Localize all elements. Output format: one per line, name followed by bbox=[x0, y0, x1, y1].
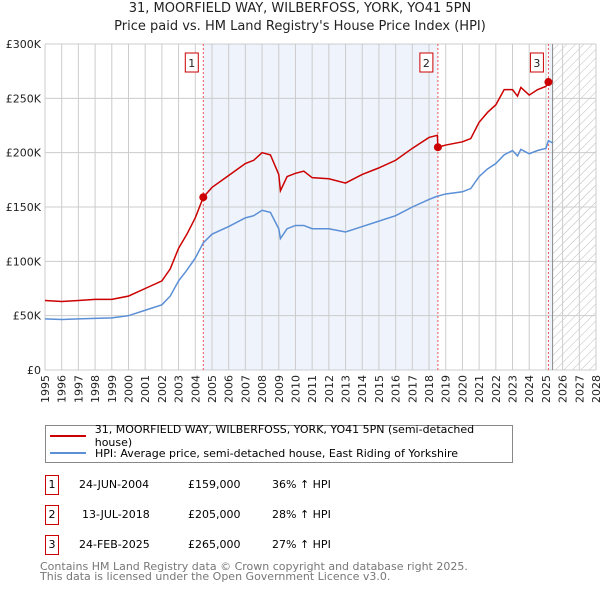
footer-licence: This data is licensed under the Open Gov… bbox=[40, 570, 391, 583]
x-tick-label: 2022 bbox=[490, 375, 503, 403]
x-tick-label: 2014 bbox=[356, 375, 369, 403]
sale-marker-label: 3 bbox=[45, 535, 59, 555]
footer-copyright: Contains HM Land Registry data © Crown c… bbox=[40, 560, 468, 573]
sale-price: £205,000 bbox=[188, 508, 241, 521]
x-tick-label: 2024 bbox=[523, 375, 536, 403]
sale-hpi-diff: 28% ↑ HPI bbox=[272, 508, 331, 521]
sale-box bbox=[419, 52, 434, 73]
x-tick-label: 2023 bbox=[507, 375, 520, 403]
x-tick-label: 2005 bbox=[206, 375, 219, 403]
x-tick-label: 2012 bbox=[323, 375, 336, 403]
y-tick-label: £300K bbox=[6, 38, 42, 51]
y-tick-label: £200K bbox=[6, 147, 42, 160]
sale-hpi-diff: 27% ↑ HPI bbox=[272, 538, 331, 551]
x-tick-label: 2000 bbox=[122, 375, 135, 403]
x-tick-label: 2006 bbox=[223, 375, 236, 403]
sale-price: £159,000 bbox=[188, 478, 241, 491]
x-tick-label: 2028 bbox=[590, 375, 600, 403]
sale-box-label: 1 bbox=[188, 57, 195, 70]
sale-row: 1 24-JUN-2004 £159,000 36% ↑ HPI bbox=[45, 475, 445, 495]
x-tick-label: 2027 bbox=[573, 375, 586, 403]
x-tick-label: 2003 bbox=[173, 375, 186, 403]
sale-box-label: 3 bbox=[533, 57, 540, 70]
x-tick-label: 2026 bbox=[557, 375, 570, 403]
sale-box bbox=[184, 52, 199, 73]
legend-swatch-property bbox=[50, 435, 86, 437]
sale-date: 13-JUL-2018 bbox=[82, 508, 150, 521]
y-tick-label: £50K bbox=[13, 310, 42, 323]
sale-row: 2 13-JUL-2018 £205,000 28% ↑ HPI bbox=[45, 505, 445, 525]
y-tick-label: £0 bbox=[27, 364, 41, 377]
sale-point bbox=[433, 143, 442, 152]
chart-title: 31, MOORFIELD WAY, WILBERFOSS, YORK, YO4… bbox=[128, 1, 472, 16]
legend-label-property: 31, MOORFIELD WAY, WILBERFOSS, YORK, YO4… bbox=[94, 423, 475, 449]
legend-item-hpi: HPI: Average price, semi-detached house,… bbox=[50, 445, 458, 461]
legend-item-property: 31, MOORFIELD WAY, WILBERFOSS, YORK, YO4… bbox=[50, 423, 512, 449]
chart-subtitle: Price paid vs. HM Land Registry's House … bbox=[114, 19, 486, 34]
sale-price: £265,000 bbox=[188, 538, 241, 551]
x-tick-label: 1998 bbox=[89, 375, 102, 403]
y-tick-label: £150K bbox=[6, 201, 42, 214]
legend-swatch-hpi bbox=[50, 452, 86, 454]
sale-marker-label: 1 bbox=[45, 475, 59, 495]
plot-area: 1995 1996 1997 1998 1999 2000 2001 2002 2003 2004… bbox=[6, 38, 600, 403]
property-price-line bbox=[44, 80, 553, 303]
x-tick-label: 2010 bbox=[289, 375, 302, 403]
x-tick-label: 2002 bbox=[156, 375, 169, 403]
x-tick-label: 2020 bbox=[456, 375, 469, 403]
sale-date: 24-FEB-2025 bbox=[79, 538, 150, 551]
sale-box bbox=[529, 52, 544, 73]
x-tick-label: 2021 bbox=[473, 375, 486, 403]
x-tick-label: 2016 bbox=[390, 375, 403, 403]
x-tick-label: 2018 bbox=[423, 375, 436, 403]
x-tick-label: 2017 bbox=[406, 375, 419, 403]
sale-point bbox=[199, 193, 208, 202]
y-tick-label: £250K bbox=[6, 92, 42, 105]
x-tick-label: 1995 bbox=[39, 375, 52, 403]
x-tick-label: 2025 bbox=[540, 375, 553, 403]
sale-row: 3 24-FEB-2025 £265,000 27% ↑ HPI bbox=[45, 535, 445, 555]
x-tick-label: 2013 bbox=[340, 375, 353, 403]
x-tick-label: 1996 bbox=[56, 375, 69, 403]
hpi-line bbox=[44, 139, 553, 321]
x-tick-label: 2015 bbox=[373, 375, 386, 403]
sale-marker-label: 2 bbox=[45, 505, 59, 525]
sale-point bbox=[544, 78, 553, 87]
x-tick-label: 2019 bbox=[440, 375, 453, 403]
sale-hpi-diff: 36% ↑ HPI bbox=[272, 478, 331, 491]
legend: 31, MOORFIELD WAY, WILBERFOSS, YORK, YO4… bbox=[45, 423, 513, 463]
x-tick-label: 1999 bbox=[106, 375, 119, 403]
sale-date: 24-JUN-2004 bbox=[79, 478, 150, 491]
x-tick-label: 1997 bbox=[72, 375, 85, 403]
x-tick-label: 2009 bbox=[273, 375, 286, 403]
x-tick-label: 2001 bbox=[139, 375, 152, 403]
x-tick-label: 2011 bbox=[306, 375, 319, 403]
sale-box-label: 2 bbox=[423, 57, 430, 70]
x-tick-label: 2004 bbox=[189, 375, 202, 403]
x-tick-label: 2007 bbox=[239, 375, 252, 403]
y-tick-label: £100K bbox=[6, 255, 42, 268]
x-tick-label: 2008 bbox=[256, 375, 269, 403]
legend-label-hpi: HPI: Average price, semi-detached house,… bbox=[95, 446, 459, 460]
